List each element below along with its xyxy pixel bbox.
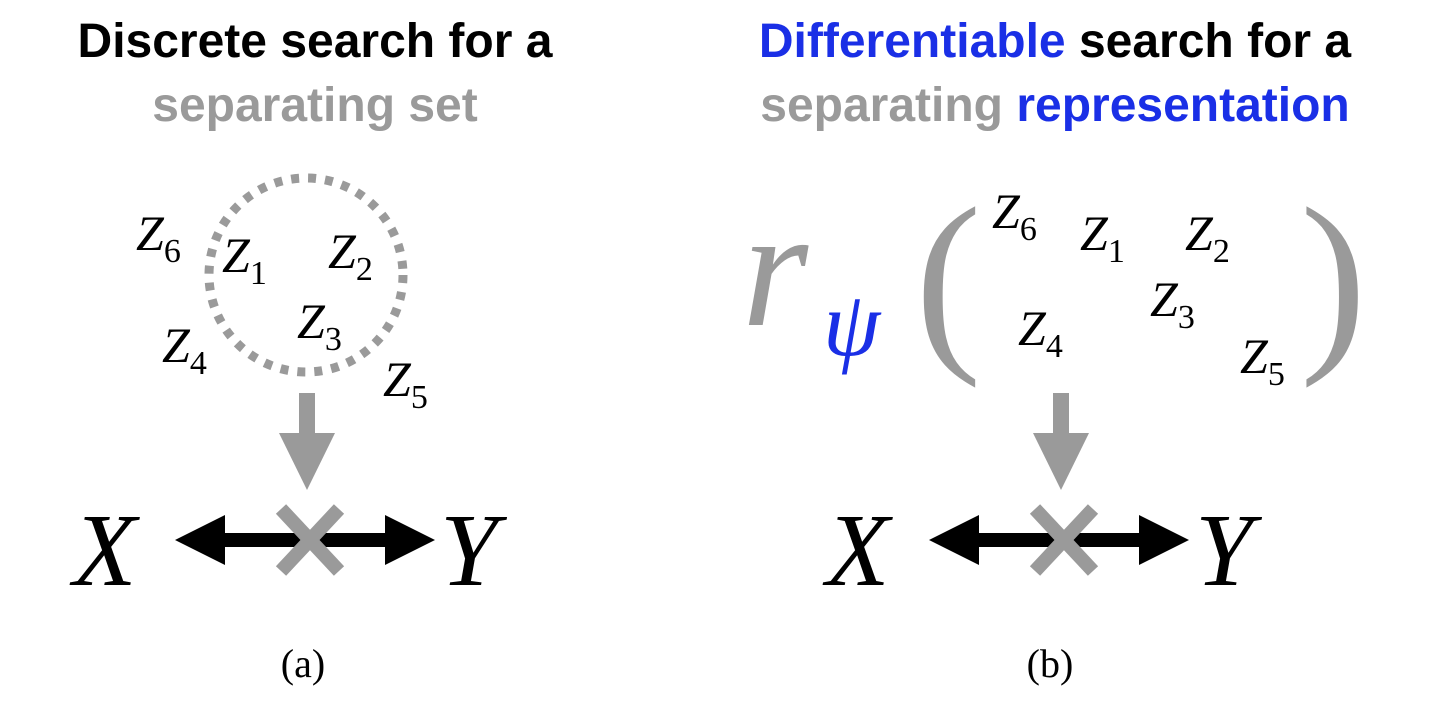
representation-function-r: r xyxy=(742,174,809,362)
separating-set-dashed-circle xyxy=(204,173,408,377)
close-paren: ) xyxy=(1300,168,1367,389)
var-z3-a: Z3 xyxy=(297,293,342,358)
panel-b-variables: Z6 Z1 Z2 Z3 Z4 Z5 xyxy=(992,183,1285,393)
panel-b-y-label: Y xyxy=(1195,493,1263,608)
panel-a-x-label: X xyxy=(69,493,140,608)
panel-a-diagram: Z6 Z1 Z2 Z3 Z4 Z5 xyxy=(69,173,508,608)
panel-b-title: Differentiable search for a separating r… xyxy=(660,10,1450,138)
panel-b-diagram: r ψ ( ) Z6 Z1 Z2 Z3 Z4 Z5 xyxy=(742,168,1367,608)
panel-a-block-cross xyxy=(275,504,345,576)
caption-b: (b) xyxy=(1026,641,1074,686)
var-z2-b: Z2 xyxy=(1185,205,1230,270)
panel-b-title-highlight-differentiable: Differentiable xyxy=(758,15,1066,68)
panel-b-block-cross xyxy=(1029,504,1099,576)
psi-parameter-label: ψ xyxy=(823,273,882,375)
open-paren: ( xyxy=(915,168,982,389)
caption-a: (a) xyxy=(280,641,326,686)
panel-a-y-label: Y xyxy=(440,493,508,608)
var-z4-a: Z4 xyxy=(162,317,207,382)
var-z4-b: Z4 xyxy=(1018,300,1063,365)
panel-a-down-arrow xyxy=(279,393,335,490)
panel-b-title-highlight-representation: representation xyxy=(1016,79,1350,132)
var-z2-a: Z2 xyxy=(328,223,373,288)
panel-a-title-line2: separating set xyxy=(152,79,478,132)
var-z3-b: Z3 xyxy=(1150,271,1195,336)
panel-b-title-rest-line1: search for a xyxy=(1065,15,1352,68)
panel-a-double-arrow xyxy=(175,515,435,565)
var-z5-a: Z5 xyxy=(383,351,428,416)
panel-b-x-label: X xyxy=(822,493,893,608)
panel-a-variables: Z6 Z1 Z2 Z3 Z4 Z5 xyxy=(136,205,428,416)
panel-a-title: Discrete search for a separating set xyxy=(0,10,630,138)
panel-a-title-line1: Discrete search for a xyxy=(77,15,553,68)
var-z6-b: Z6 xyxy=(992,183,1037,248)
var-z1-b: Z1 xyxy=(1080,205,1125,270)
var-z1-a: Z1 xyxy=(222,227,267,292)
panel-b-title-separating: separating xyxy=(760,79,1017,132)
var-z6-a: Z6 xyxy=(136,205,181,270)
var-z5-b: Z5 xyxy=(1240,328,1285,393)
panel-b-down-arrow xyxy=(1033,393,1089,490)
